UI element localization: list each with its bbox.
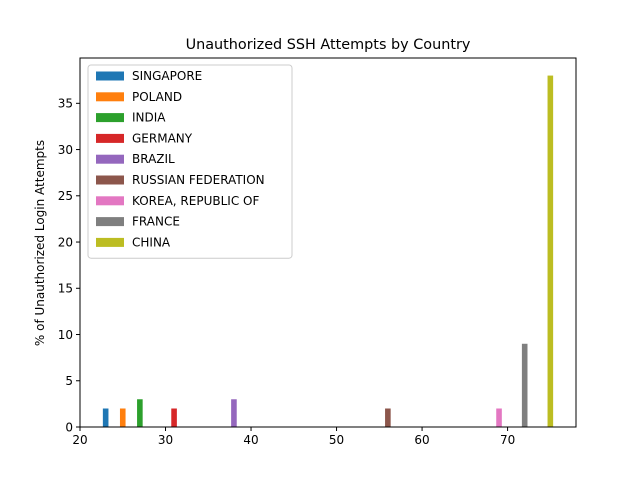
bar-korea-republic-of	[496, 408, 502, 427]
bar-france	[521, 343, 528, 427]
legend-label: CHINA	[132, 235, 171, 249]
x-tick-label: 70	[500, 433, 515, 447]
bars	[102, 75, 554, 427]
bar-singapore	[102, 408, 109, 427]
chart-title: Unauthorized SSH Attempts by Country	[186, 37, 471, 53]
legend-label: RUSSIAN FEDERATION	[132, 173, 265, 187]
x-tick-label: 60	[414, 433, 429, 447]
y-axis-label: % of Unauthorized Login Attempts	[33, 140, 47, 346]
axes: 20 30 40 50 60 70 0 5 10 15 20 25 30 35	[58, 57, 577, 447]
bar-poland	[119, 408, 126, 427]
legend-swatch	[96, 237, 124, 247]
legend-swatch	[96, 154, 124, 164]
legend-swatch	[96, 196, 124, 206]
y-tick-label: 35	[58, 97, 73, 111]
legend-label: POLAND	[132, 90, 182, 104]
legend-swatch	[96, 217, 124, 227]
legend-swatch	[96, 133, 124, 143]
legend-swatch	[96, 92, 124, 102]
y-tick-label: 25	[58, 189, 73, 203]
y-tick-label: 20	[58, 235, 73, 249]
legend-swatch	[96, 113, 124, 123]
legend-label: KOREA, REPUBLIC OF	[132, 194, 259, 208]
legend: SINGAPORE POLAND INDIA GERMANY BRAZIL RUSSIAN…	[87, 64, 293, 259]
y-tick-label: 15	[58, 282, 73, 296]
bar-germany	[171, 408, 177, 427]
bar-india	[137, 399, 143, 427]
legend-label: SINGAPORE	[132, 69, 202, 83]
legend-label: FRANCE	[132, 215, 180, 229]
x-tick-label: 30	[158, 433, 173, 447]
legend-label: INDIA	[132, 111, 166, 125]
legend-swatch	[96, 71, 124, 81]
y-tick-label: 10	[58, 328, 73, 342]
x-tick-label: 50	[329, 433, 344, 447]
bar-russian-federation	[385, 408, 391, 427]
legend-label: BRAZIL	[132, 152, 175, 166]
bar-brazil	[231, 399, 237, 427]
legend-label: GERMANY	[132, 131, 193, 145]
legend-box	[87, 64, 293, 259]
y-tick-label: 30	[58, 143, 73, 157]
y-tick-label: 5	[65, 374, 73, 388]
bar-china	[547, 75, 554, 427]
x-tick-label: 20	[72, 433, 87, 447]
y-tick-label: 0	[65, 420, 73, 434]
x-tick-label: 40	[243, 433, 258, 447]
legend-swatch	[96, 175, 124, 185]
